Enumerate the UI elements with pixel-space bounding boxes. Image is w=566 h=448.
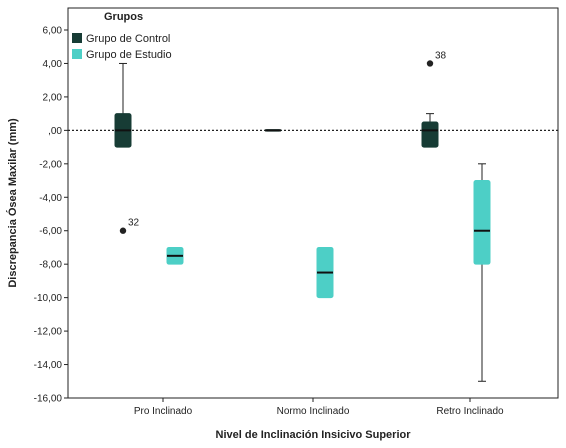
- y-tick-label: -6,00: [39, 226, 62, 237]
- box: [421, 121, 439, 148]
- x-tick-label: Pro Inclinado: [134, 406, 193, 417]
- box-group: [264, 129, 282, 132]
- y-tick-label: ,00: [48, 126, 62, 137]
- y-tick-label: 4,00: [43, 59, 63, 70]
- y-tick-label: 6,00: [43, 26, 63, 37]
- box: [473, 180, 491, 265]
- y-tick-label: -12,00: [34, 327, 63, 338]
- x-tick-label: Normo Inclinado: [277, 406, 350, 417]
- outlier-label: 32: [128, 218, 140, 229]
- legend-title: Grupos: [104, 11, 143, 23]
- box-group: [473, 163, 491, 382]
- y-axis-title: Discrepancia Ósea Maxilar (mm): [6, 118, 19, 288]
- outlier-point: [119, 227, 127, 234]
- box-group: 32: [114, 62, 140, 234]
- y-tick-label: -16,00: [34, 394, 63, 405]
- legend-label: Grupo de Control: [86, 33, 170, 45]
- box-group: 38: [421, 50, 447, 148]
- legend-swatch: [72, 49, 82, 59]
- y-tick-label: -10,00: [34, 293, 63, 304]
- legend-label: Grupo de Estudio: [86, 49, 172, 61]
- legend-swatch: [72, 33, 82, 43]
- y-tick-label: -14,00: [34, 360, 63, 371]
- x-tick-label: Retro Inclinado: [436, 406, 504, 417]
- x-axis-title: Nivel de Inclinación Insicivo Superior: [216, 429, 412, 441]
- y-tick-label: -4,00: [39, 193, 62, 204]
- y-tick-label: 2,00: [43, 92, 63, 103]
- y-tick-label: -8,00: [39, 260, 62, 271]
- box-group: [316, 246, 334, 299]
- box-group: [166, 246, 184, 265]
- outlier-point: [426, 60, 434, 67]
- y-tick-label: -2,00: [39, 159, 62, 170]
- outlier-label: 38: [435, 50, 447, 61]
